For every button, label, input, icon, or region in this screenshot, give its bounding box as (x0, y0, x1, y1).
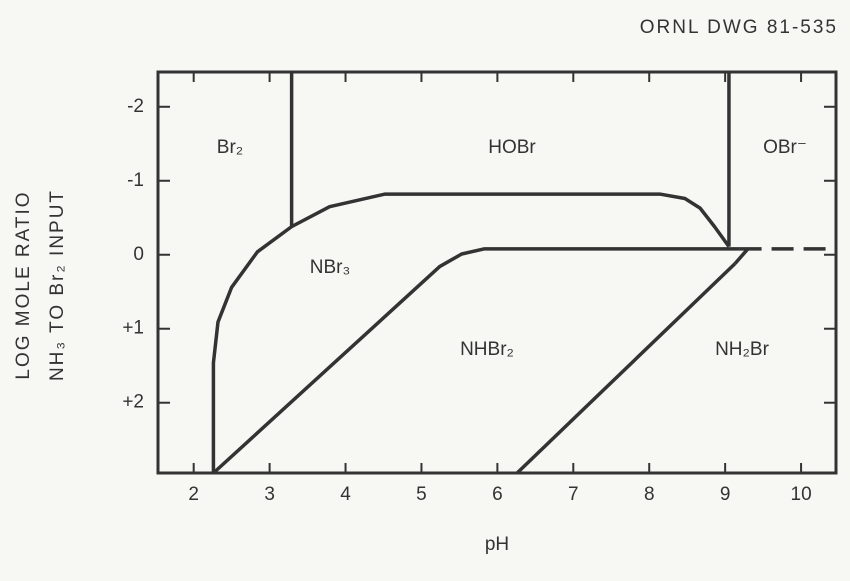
y-tick-label: +1 (122, 318, 144, 339)
boundary-line (211, 192, 731, 473)
region-label: OBr⁻ (763, 137, 807, 158)
region-label: Br₂ (217, 137, 243, 158)
boundary-line (733, 247, 750, 265)
y-tick-label: -1 (127, 170, 144, 191)
y-tick-label: 0 (133, 244, 144, 265)
y-axis-label: LOG MOLE RATIO (13, 190, 34, 379)
boundary-line (212, 247, 740, 475)
drawing-number: ORNL DWG 81-535 (640, 17, 838, 38)
x-tick-label: 9 (720, 484, 731, 505)
x-tick-label: 6 (492, 484, 503, 505)
x-tick-label: 5 (416, 484, 427, 505)
region-label: NH₂Br (715, 339, 769, 360)
x-tick-label: 3 (264, 484, 275, 505)
x-tick-label: 10 (791, 484, 812, 505)
y-axis-label: NH₃ TO Br₂ INPUT (47, 189, 68, 381)
region-label: NBr₃ (310, 257, 350, 278)
region-label: NHBr₂ (460, 339, 514, 360)
plot-frame (156, 70, 838, 475)
x-tick-label: 8 (644, 484, 655, 505)
x-tick-label: 7 (568, 484, 579, 505)
x-tick-label: 4 (340, 484, 351, 505)
y-tick-label: +2 (122, 392, 144, 413)
boundary-line (515, 262, 737, 475)
x-axis-label: pH (485, 534, 509, 555)
y-tick-label: -2 (127, 96, 144, 117)
region-label: HOBr (488, 137, 536, 158)
x-tick-label: 2 (188, 484, 199, 505)
